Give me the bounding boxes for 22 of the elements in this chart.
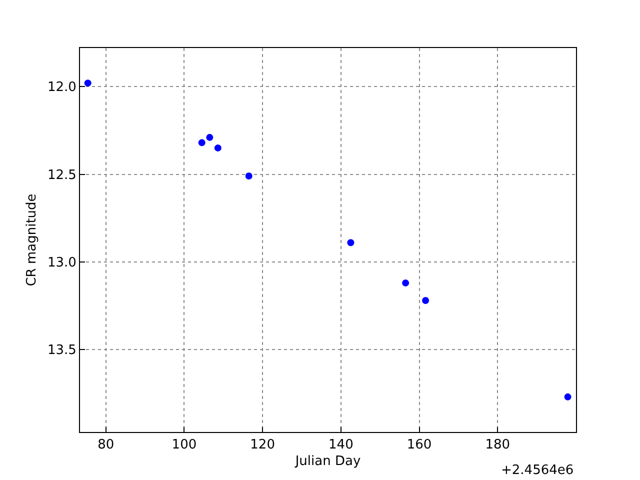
point (402, 279, 410, 286)
x-tick-label: 140 (328, 438, 354, 453)
text: +2.4564e6 (501, 463, 574, 478)
point (564, 393, 572, 400)
x-tick-label: 100 (172, 438, 197, 453)
y-tick-label: 13.0 (47, 255, 76, 270)
y-tick-label: 12.5 (47, 168, 76, 183)
point (198, 139, 206, 146)
point (245, 172, 252, 180)
point (84, 80, 92, 87)
point (206, 134, 214, 141)
point (422, 296, 430, 304)
x-tick-label: 120 (250, 438, 275, 453)
point (214, 144, 222, 152)
point (347, 239, 354, 246)
x-tick-label: 80 (98, 438, 114, 453)
y-axis-title: CR magnitude (24, 194, 40, 286)
y-tick-label: 13.5 (47, 343, 76, 358)
x-axis-title: Julian Day (294, 454, 361, 470)
x-tick-label: 160 (406, 438, 432, 453)
y-tick-label: 12.0 (47, 80, 76, 96)
x-tick-label: 180 (485, 438, 510, 453)
